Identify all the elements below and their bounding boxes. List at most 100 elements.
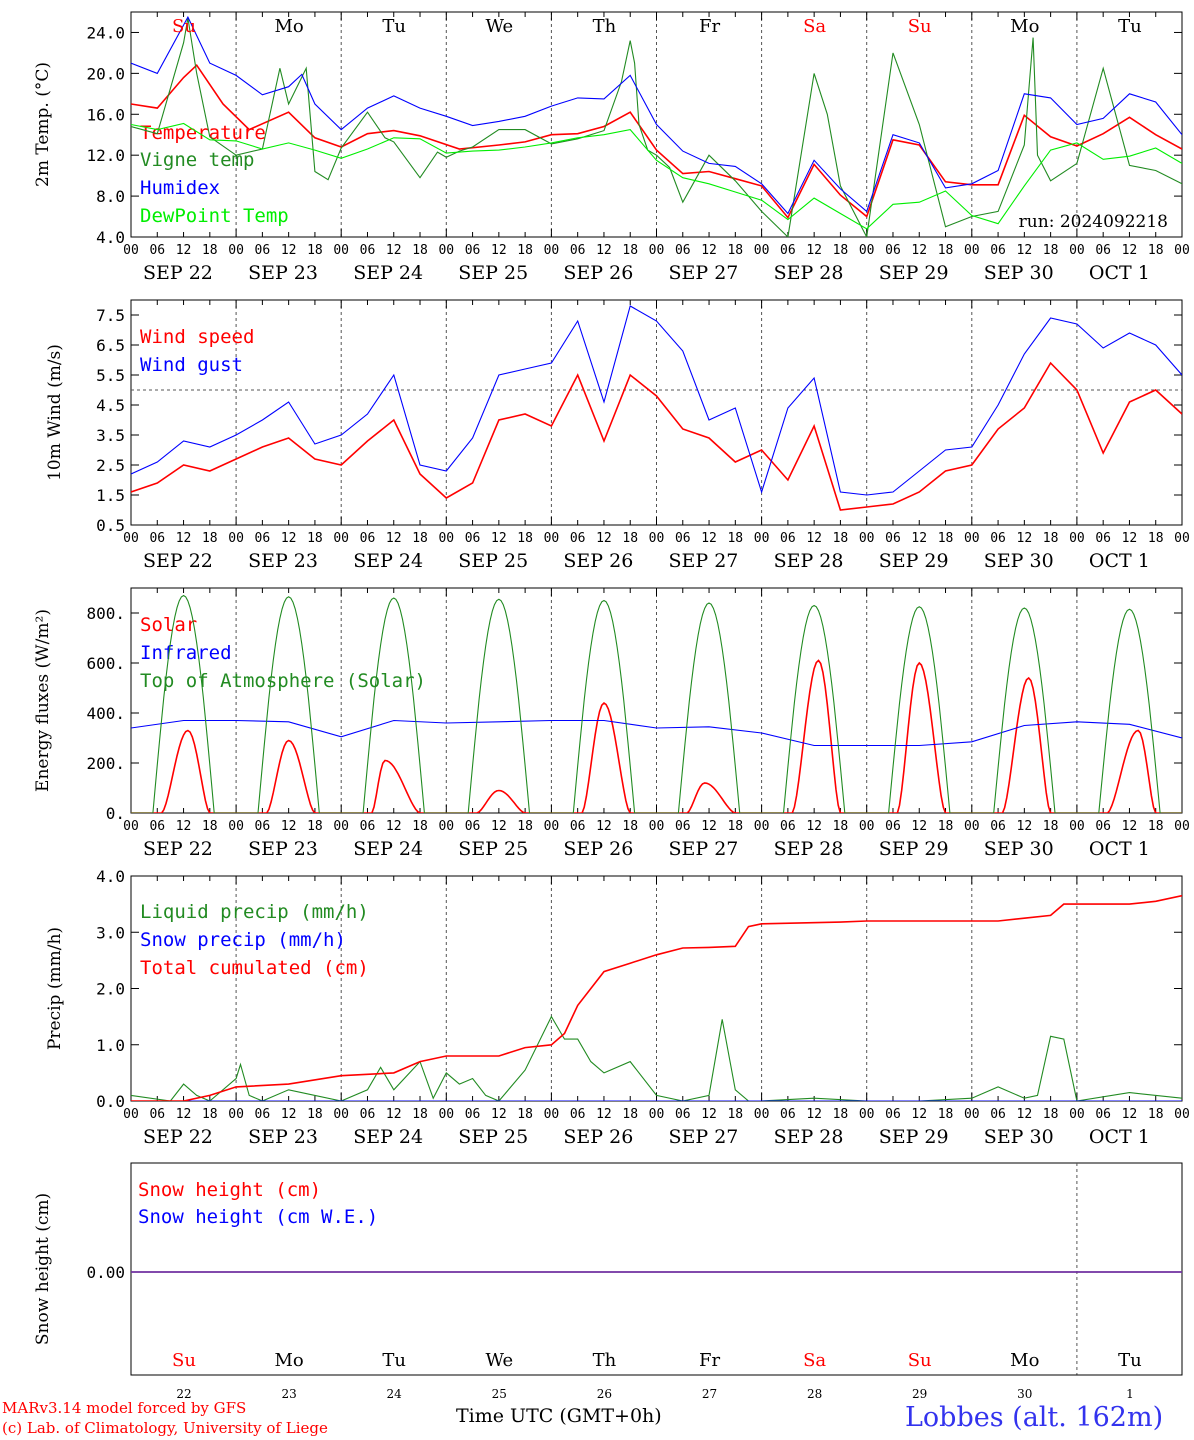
x-tick-label: 18: [307, 1107, 323, 1122]
date-label: SEP 22: [143, 262, 213, 284]
y-tick-label: 0.5: [96, 516, 125, 535]
x-tick-label: 12: [911, 819, 927, 834]
day-name: Th: [593, 16, 617, 37]
x-tick-label: 06: [149, 1107, 165, 1122]
y-tick-label: 2.0: [96, 980, 125, 999]
x-tick-label: 06: [570, 819, 586, 834]
series-line-wind-gust: [131, 305, 1182, 496]
x-tick-label: 18: [1148, 1107, 1164, 1122]
y-tick-label: 2.5: [96, 456, 125, 475]
day-number: 22: [176, 1387, 191, 1401]
x-tick-label: 18: [833, 819, 849, 834]
y-tick-label: 800.: [86, 604, 125, 623]
x-tick-label: 00: [649, 1107, 665, 1122]
legend-label: Vigne temp: [140, 149, 254, 171]
x-tick-label: 18: [307, 243, 323, 258]
x-tick-label: 18: [412, 531, 428, 546]
x-tick-label: 18: [727, 243, 743, 258]
legend-label: Temperature: [140, 122, 266, 144]
x-tick-label: 18: [202, 819, 218, 834]
x-tick-label: 12: [806, 531, 822, 546]
day-name-bottom: Fr: [699, 1350, 720, 1371]
day-number: 29: [912, 1387, 927, 1401]
x-tick-label: 18: [1043, 243, 1059, 258]
x-tick-label: 00: [859, 531, 875, 546]
x-tick-label: 06: [885, 819, 901, 834]
x-tick-label: 06: [255, 243, 271, 258]
series-line-top-of-atmosphere-solar-: [131, 594, 1182, 813]
date-label: SEP 29: [879, 1126, 949, 1148]
x-tick-label: 00: [1069, 243, 1085, 258]
day-number: 27: [702, 1387, 717, 1401]
x-tick-label: 00: [438, 531, 454, 546]
day-name-bottom: Tu: [382, 1350, 406, 1371]
x-tick-label: 18: [727, 1107, 743, 1122]
x-tick-label: 06: [360, 819, 376, 834]
x-tick-label: 12: [491, 819, 507, 834]
x-tick-label: 12: [176, 1107, 192, 1122]
x-tick-label: 00: [438, 1107, 454, 1122]
day-number: 25: [492, 1387, 507, 1401]
date-label: SEP 27: [669, 262, 739, 284]
x-tick-label: 18: [412, 819, 428, 834]
x-tick-label: 18: [938, 243, 954, 258]
day-name-bottom: Su: [172, 1350, 196, 1371]
date-label: OCT 1: [1089, 1126, 1150, 1148]
x-tick-label: 12: [1017, 1107, 1033, 1122]
x-tick-label: 00: [123, 819, 139, 834]
x-tick-label: 12: [596, 531, 612, 546]
x-tick-label: 00: [1069, 819, 1085, 834]
legend-label: Snow precip (mm/h): [140, 929, 346, 951]
x-tick-label: 12: [596, 819, 612, 834]
x-tick-label: 06: [570, 531, 586, 546]
x-tick-label: 06: [1095, 531, 1111, 546]
x-tick-label: 12: [1122, 531, 1138, 546]
x-tick-label: 00: [1174, 243, 1190, 258]
x-tick-label: 12: [1122, 243, 1138, 258]
legend-label: Humidex: [140, 177, 220, 199]
x-tick-label: 18: [412, 243, 428, 258]
x-tick-label: 18: [307, 531, 323, 546]
x-tick-label: 06: [780, 819, 796, 834]
x-tick-label: 18: [202, 1107, 218, 1122]
x-tick-label: 18: [727, 531, 743, 546]
date-label: SEP 26: [563, 838, 633, 860]
x-tick-label: 00: [859, 243, 875, 258]
date-label: OCT 1: [1089, 262, 1150, 284]
day-name-bottom: Sa: [803, 1350, 826, 1371]
x-tick-label: 12: [281, 531, 297, 546]
x-tick-label: 00: [333, 531, 349, 546]
x-tick-label: 18: [1043, 1107, 1059, 1122]
date-label: SEP 24: [353, 1126, 423, 1148]
x-tick-label: 00: [544, 243, 560, 258]
x-tick-label: 00: [964, 819, 980, 834]
x-tick-label: 12: [491, 243, 507, 258]
x-tick-label: 18: [517, 243, 533, 258]
x-tick-label: 00: [123, 1107, 139, 1122]
day-name: Mo: [274, 16, 303, 37]
y-tick-label: 6.5: [96, 336, 125, 355]
day-name-bottom: Tu: [1118, 1350, 1142, 1371]
x-tick-label: 00: [1174, 819, 1190, 834]
x-tick-label: 06: [255, 531, 271, 546]
x-tick-label: 06: [570, 1107, 586, 1122]
x-tick-label: 12: [596, 243, 612, 258]
day-name-bottom: We: [485, 1350, 513, 1371]
series-line-infrared: [131, 719, 1182, 747]
legend-label: Liquid precip (mm/h): [140, 901, 369, 923]
x-tick-label: 12: [911, 243, 927, 258]
x-tick-label: 12: [701, 243, 717, 258]
panel-frame: [130, 587, 1183, 814]
x-tick-label: 06: [360, 531, 376, 546]
x-tick-label: 00: [544, 1107, 560, 1122]
x-tick-label: 00: [438, 243, 454, 258]
date-label: SEP 25: [458, 838, 528, 860]
x-tick-label: 06: [570, 243, 586, 258]
legend-label: Wind gust: [140, 354, 243, 376]
day-name: Su: [908, 16, 932, 37]
x-tick-label: 12: [176, 819, 192, 834]
series-line-solar: [131, 659, 1182, 813]
y-tick-label: 24.0: [86, 23, 125, 42]
y-tick-label: 0.00: [86, 1263, 125, 1282]
x-tick-label: 18: [622, 531, 638, 546]
